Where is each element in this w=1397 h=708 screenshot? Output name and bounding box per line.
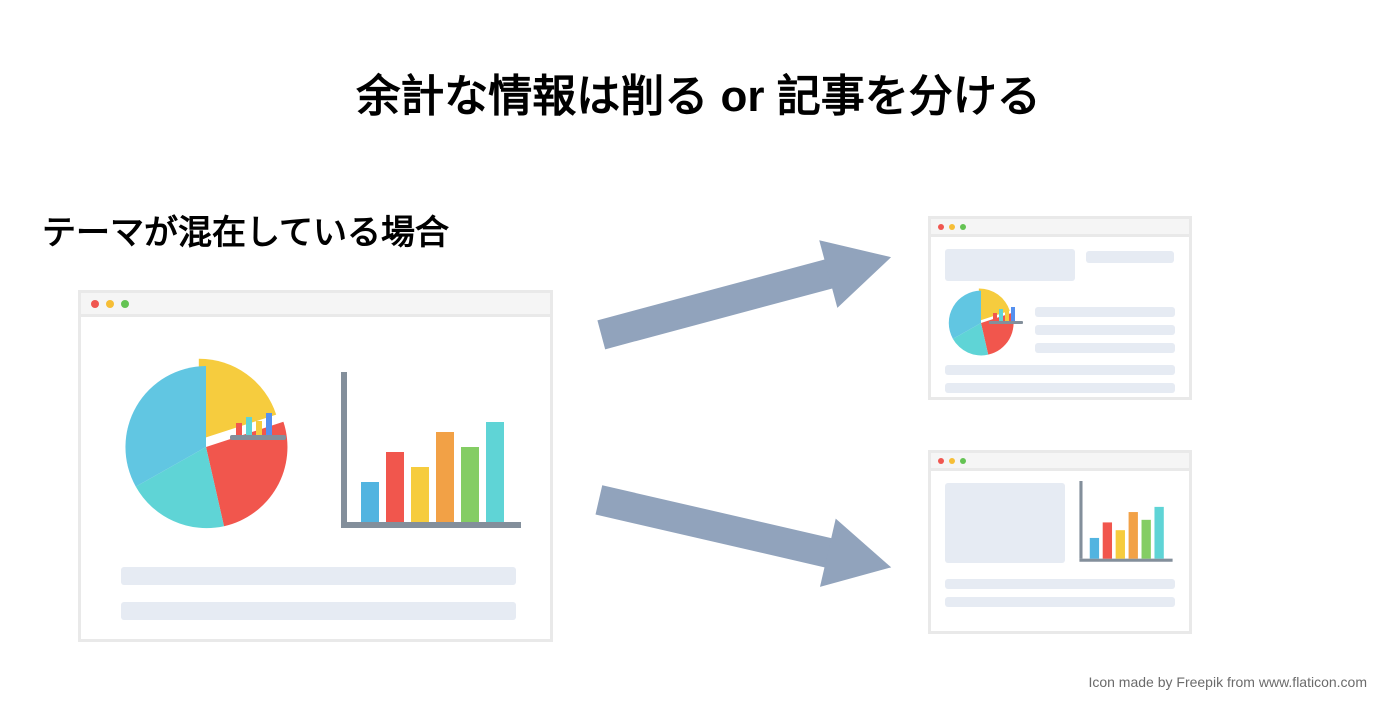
- traffic-yellow-icon: [949, 224, 955, 230]
- text-line: [1035, 307, 1175, 317]
- text-line: [1035, 343, 1175, 353]
- traffic-red-icon: [938, 458, 944, 464]
- traffic-red-icon: [91, 300, 99, 308]
- text-line: [945, 579, 1175, 589]
- split-arrow-icon: [600, 465, 900, 525]
- pie-chart-icon: [116, 357, 296, 537]
- mini-bar-chart-icon: [226, 397, 296, 447]
- image-placeholder: [945, 483, 1065, 563]
- split-window-pie: [928, 216, 1192, 400]
- attribution-text: Icon made by Freepik from www.flaticon.c…: [1088, 674, 1367, 690]
- window-header: [931, 219, 1189, 237]
- traffic-yellow-icon: [106, 300, 114, 308]
- text-line: [1035, 325, 1175, 335]
- page-title: 余計な情報は削る or 記事を分ける: [0, 0, 1397, 124]
- traffic-yellow-icon: [949, 458, 955, 464]
- subtitle: テーマが混在している場合: [42, 205, 449, 254]
- text-line: [945, 597, 1175, 607]
- window-body: [931, 237, 1189, 397]
- split-arrow-icon: [600, 300, 900, 360]
- bar-chart-icon: [1071, 481, 1181, 569]
- image-placeholder: [945, 249, 1075, 281]
- split-window-bar: [928, 450, 1192, 634]
- mini-bar-chart-icon: [989, 299, 1025, 327]
- text-line: [945, 383, 1175, 393]
- traffic-green-icon: [121, 300, 129, 308]
- window-body: [81, 317, 550, 639]
- traffic-red-icon: [938, 224, 944, 230]
- window-header: [931, 453, 1189, 471]
- text-line: [945, 365, 1175, 375]
- text-line: [121, 567, 516, 585]
- source-window: [78, 290, 553, 642]
- traffic-green-icon: [960, 458, 966, 464]
- bar-chart-icon: [331, 372, 531, 542]
- text-line: [121, 602, 516, 620]
- window-header: [81, 293, 550, 317]
- window-body: [931, 471, 1189, 631]
- traffic-green-icon: [960, 224, 966, 230]
- text-line: [1086, 251, 1174, 263]
